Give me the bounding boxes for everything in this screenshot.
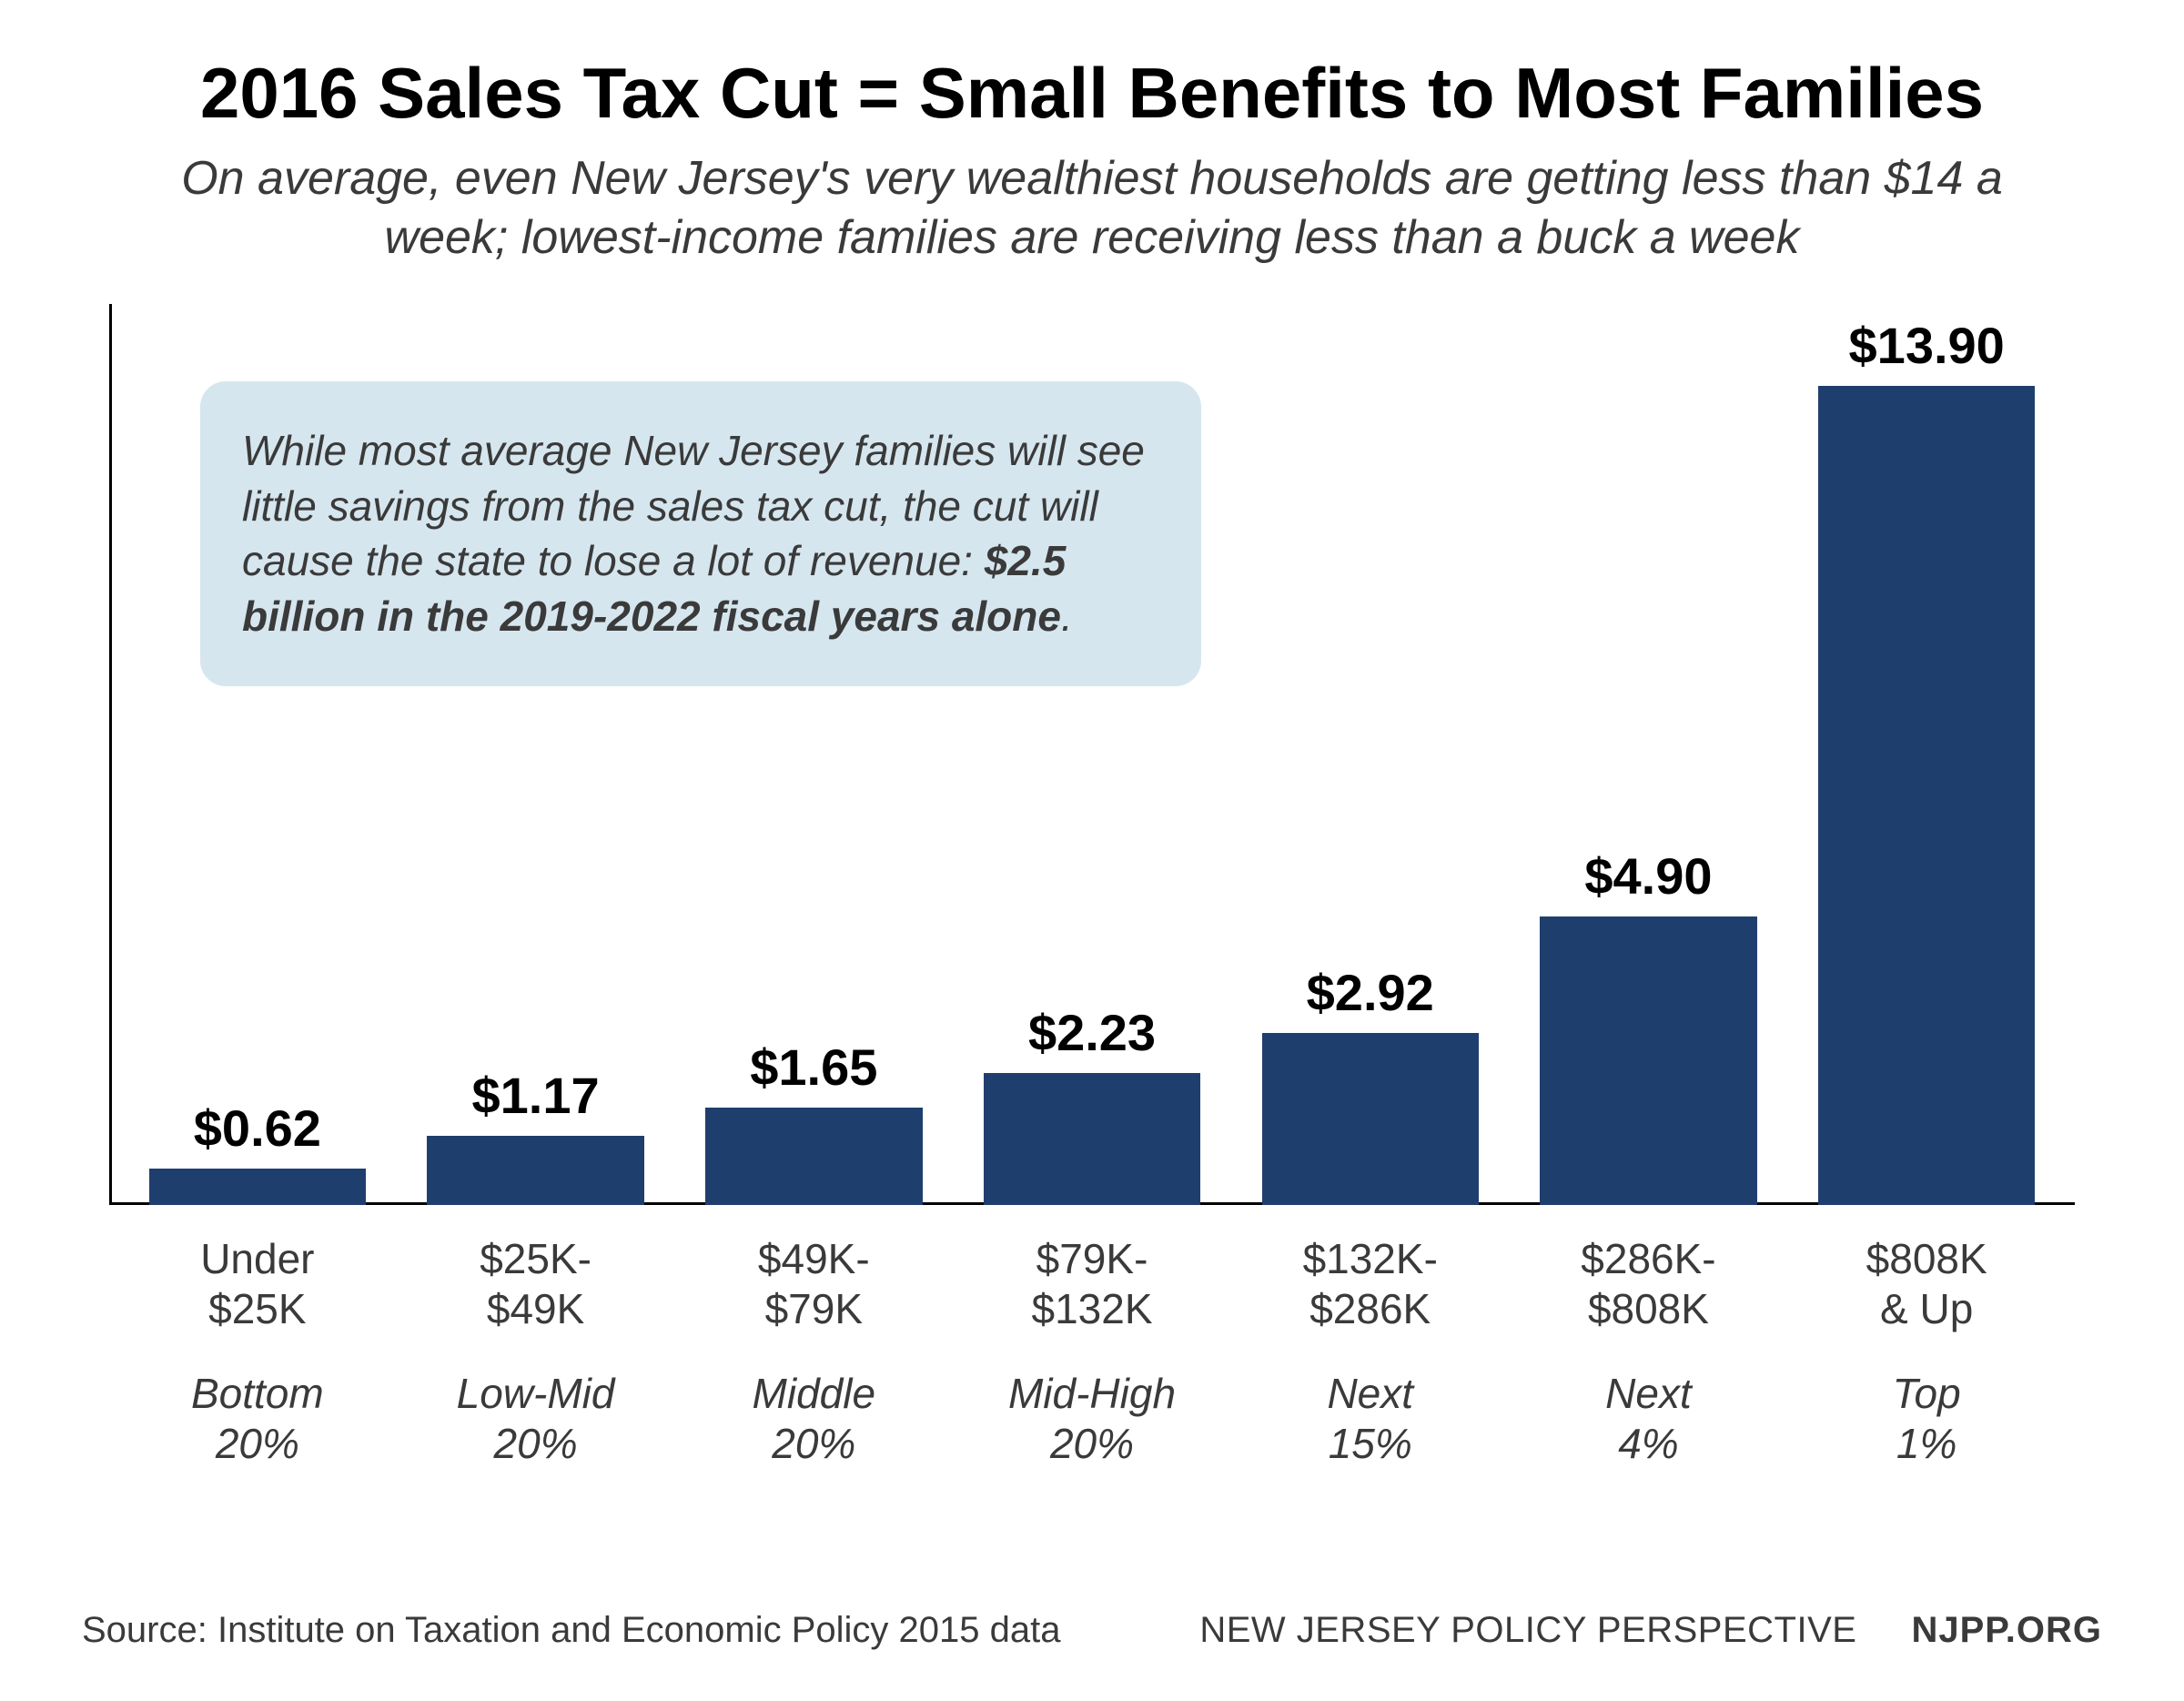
x-range-label: $25K-$49K [397,1234,675,1334]
bar [1818,386,2035,1205]
footer-source: Source: Institute on Taxation and Econom… [82,1610,1061,1651]
bar-value-label: $4.90 [1584,846,1712,906]
bar [705,1108,922,1205]
bar-value-label: $1.65 [750,1038,877,1097]
footer: Source: Institute on Taxation and Econom… [82,1610,2102,1651]
bar-value-label: $2.23 [1028,1003,1156,1062]
footer-right: NEW JERSEY POLICY PERSPECTIVE NJPP.ORG [1199,1610,2102,1651]
footer-org: NEW JERSEY POLICY PERSPECTIVE [1199,1610,1856,1651]
footer-site: NJPP.ORG [1911,1610,2102,1651]
bar-value-label: $0.62 [194,1099,321,1158]
x-label-column: $49K-$79KMiddle20% [674,1214,953,1451]
x-range-label: $808K& Up [1787,1234,2066,1334]
bar-column: $13.90 [1787,304,2066,1205]
x-label-column: $25K-$49KLow-Mid20% [397,1214,675,1451]
x-label-column: $286K-$808KNext4% [1510,1214,1788,1451]
x-range-label: Under$25K [118,1234,397,1334]
x-group-label: Top1% [1787,1369,2066,1469]
callout-box: While most average New Jersey families w… [200,381,1201,686]
chart-area: While most average New Jersey families w… [82,304,2102,1451]
chart-subtitle: On average, even New Jersey's very wealt… [114,149,2070,268]
bar-column: $2.92 [1231,304,1510,1205]
bar-value-label: $2.92 [1307,963,1434,1022]
x-group-label: Bottom20% [118,1369,397,1469]
bar-value-label: $1.17 [472,1066,600,1125]
x-range-label: $286K-$808K [1510,1234,1788,1334]
x-group-label: Mid-High20% [953,1369,1231,1469]
x-label-column: $132K-$286KNext15% [1231,1214,1510,1451]
x-group-label: Low-Mid20% [397,1369,675,1469]
bar [984,1073,1200,1204]
x-range-label: $49K-$79K [674,1234,953,1334]
callout-text-after: . [1061,592,1073,640]
x-label-column: Under$25KBottom20% [118,1214,397,1451]
page-root: 2016 Sales Tax Cut = Small Benefits to M… [0,0,2184,1701]
x-label-column: $808K& UpTop1% [1787,1214,2066,1451]
x-label-column: $79K-$132KMid-High20% [953,1214,1231,1451]
x-range-label: $79K-$132K [953,1234,1231,1334]
x-labels-container: Under$25KBottom20%$25K-$49KLow-Mid20%$49… [109,1214,2075,1451]
bar [149,1169,366,1205]
bar [1540,916,1756,1205]
x-range-label: $132K-$286K [1231,1234,1510,1334]
chart-title: 2016 Sales Tax Cut = Small Benefits to M… [82,55,2102,133]
bar [1262,1033,1479,1205]
bar-column: $4.90 [1510,304,1788,1205]
x-group-label: Middle20% [674,1369,953,1469]
bar-value-label: $13.90 [1849,316,2005,375]
bar [427,1136,643,1205]
x-group-label: Next4% [1510,1369,1788,1469]
x-group-label: Next15% [1231,1369,1510,1469]
